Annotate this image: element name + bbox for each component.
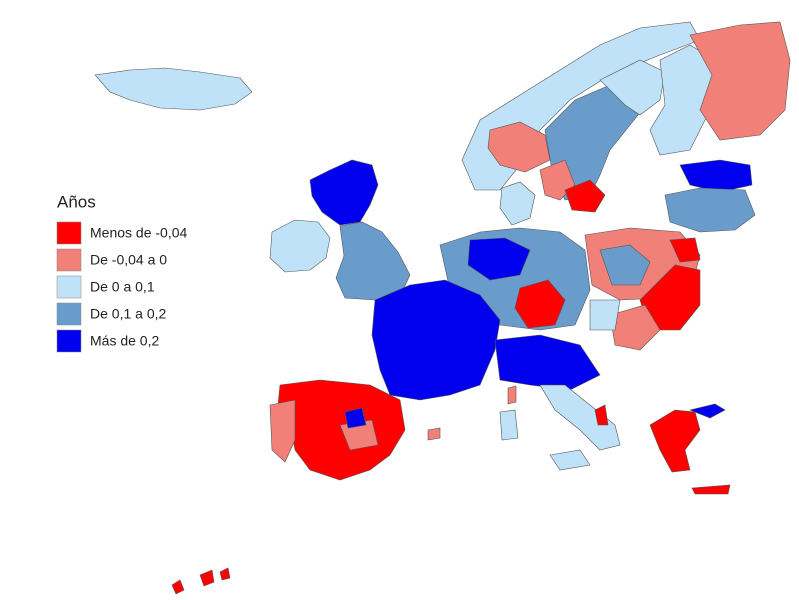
- region: [199, 569, 215, 587]
- legend-label: De -0,04 a 0: [90, 252, 167, 268]
- region: [594, 404, 609, 426]
- region: [664, 187, 756, 233]
- legend-swatch: [56, 329, 82, 353]
- region: [669, 237, 701, 263]
- region: [499, 409, 519, 441]
- region: [269, 399, 296, 463]
- legend-swatch: [56, 275, 82, 299]
- region: [467, 237, 531, 281]
- region: [371, 279, 501, 401]
- region: [609, 304, 661, 351]
- region: [679, 159, 753, 193]
- region: [269, 219, 331, 273]
- region: [549, 449, 591, 471]
- region: [599, 59, 666, 116]
- legend-swatch: [56, 248, 82, 272]
- region: [649, 409, 701, 473]
- region: [689, 403, 726, 419]
- region: [335, 221, 411, 301]
- region: [599, 244, 651, 286]
- legend-swatch: [56, 302, 82, 326]
- legend-label: De 0,1 a 0,2: [90, 306, 166, 322]
- legend-label: Más de 0,2: [90, 333, 159, 349]
- region: [219, 567, 231, 581]
- region: [589, 299, 621, 331]
- legend-label: Menos de -0,04: [90, 225, 187, 241]
- region: [277, 379, 406, 481]
- region: [691, 484, 731, 495]
- region: [94, 67, 253, 111]
- region: [344, 407, 367, 429]
- region: [507, 385, 517, 405]
- region: [171, 579, 185, 595]
- legend-swatch: [56, 221, 82, 245]
- region: [427, 427, 441, 441]
- region: [487, 121, 551, 173]
- legend-label: De 0 a 0,1: [90, 279, 155, 295]
- regions: [94, 21, 791, 595]
- region: [539, 384, 621, 451]
- region: [514, 279, 566, 329]
- region: [309, 159, 379, 226]
- region: [494, 334, 601, 391]
- region: [689, 21, 791, 141]
- region: [564, 179, 606, 213]
- legend-title: Años: [57, 192, 96, 211]
- legend: Años Menos de -0,04 De -0,04 a 0 De 0 a 0,…: [56, 192, 187, 353]
- region: [499, 181, 536, 226]
